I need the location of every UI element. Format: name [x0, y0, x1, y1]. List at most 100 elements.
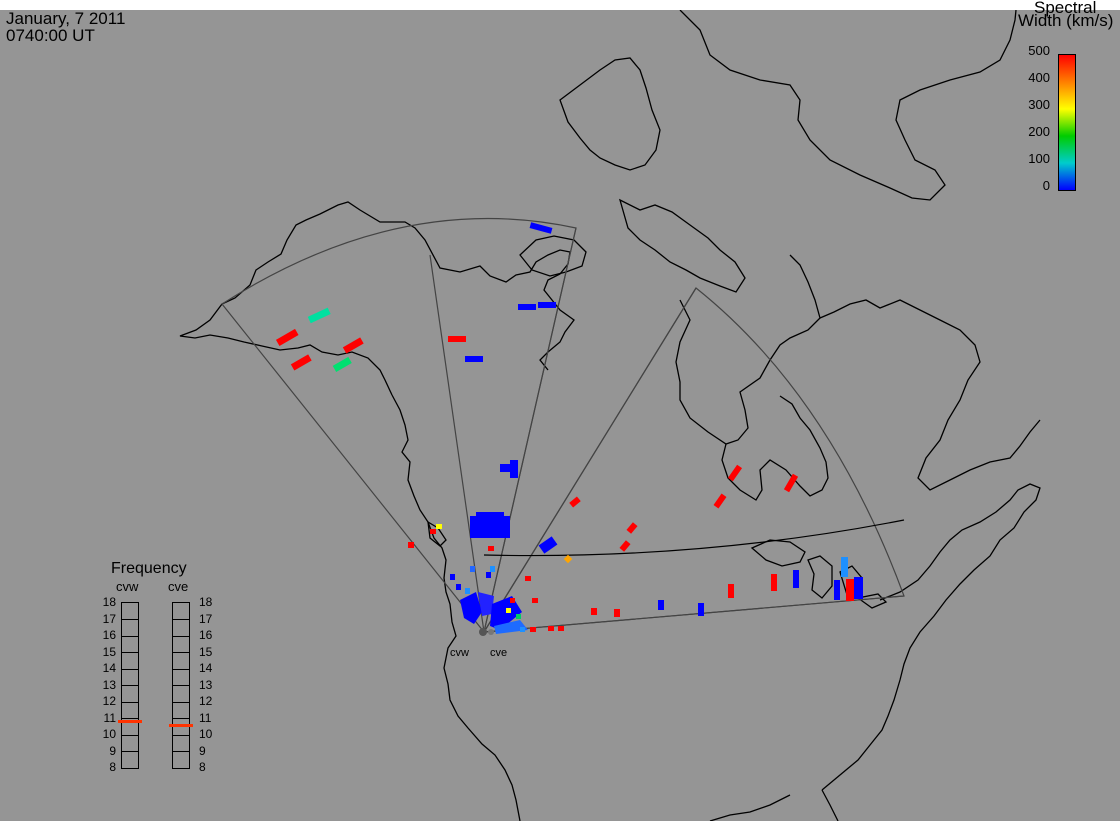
data-cell — [658, 600, 664, 610]
frequency-tick-label: 11 — [103, 710, 116, 725]
data-cell — [563, 554, 573, 564]
data-cell — [408, 542, 414, 548]
data-cell — [854, 577, 863, 599]
colorbar-tick: 0 — [1042, 178, 1050, 193]
data-cell — [783, 473, 799, 493]
hudson-bay-coast — [675, 254, 821, 445]
frequency-gridline — [173, 668, 189, 670]
frequency-tick-label: 8 — [199, 760, 206, 774]
frequency-gridline — [122, 668, 138, 670]
data-cell — [510, 598, 515, 603]
data-cell — [529, 222, 553, 234]
colorbar-tick: 500 — [1028, 43, 1050, 58]
data-cell — [430, 529, 436, 534]
site-label-east: cve — [490, 647, 508, 659]
data-cell — [532, 598, 538, 603]
cve-beam-right — [483, 595, 905, 633]
data-cell — [332, 356, 352, 372]
data-cell — [465, 588, 470, 594]
labrador-coast — [819, 299, 1041, 491]
frequency-tick-label: 9 — [199, 743, 206, 758]
date-label: January, 7 2011 — [6, 9, 126, 28]
victoria-island-coast — [519, 235, 587, 277]
colorbar-tick: 200 — [1028, 124, 1050, 139]
data-cell — [569, 496, 581, 508]
florida-gulf-coast — [709, 789, 839, 821]
great-lakes — [750, 539, 888, 609]
frequency-gridline — [122, 751, 138, 752]
frequency-gridline — [173, 751, 189, 752]
frequency-marker — [118, 720, 142, 724]
fan-east-inner — [494, 620, 528, 634]
data-cell — [614, 609, 620, 617]
map-plot — [0, 10, 1120, 821]
data-cell — [846, 579, 854, 601]
frequency-gridline — [122, 652, 138, 653]
frequency-gridline — [173, 635, 189, 637]
frequency-tick-label: 18 — [102, 595, 116, 609]
frequency-tick-label: 18 — [199, 595, 213, 609]
data-cell — [841, 557, 848, 577]
frequency-tick-label: 13 — [199, 677, 213, 692]
data-cell — [525, 576, 531, 581]
data-cell — [619, 540, 631, 552]
colorbar-title-line1: Spectral — [1034, 0, 1097, 17]
range-arc — [483, 519, 905, 557]
data-cell — [476, 512, 504, 522]
data-cell — [727, 464, 743, 482]
fov-outlines — [221, 217, 905, 634]
frequency-tick-label: 15 — [199, 644, 213, 659]
cve-fov — [482, 287, 905, 633]
data-cell — [728, 584, 734, 598]
frequency-tick-label: 12 — [199, 694, 213, 708]
frequency-gridline — [122, 701, 138, 703]
data-cell — [530, 627, 536, 632]
frequency-gridline — [122, 685, 138, 686]
alaska-coast — [221, 201, 575, 371]
james-bay-coast — [721, 395, 829, 501]
frequency-tick-label: 14 — [102, 661, 116, 675]
data-cell — [470, 566, 475, 572]
site-label-west: cvw — [450, 647, 469, 659]
colorbar-title-line2: Width (km/s) — [1018, 11, 1114, 30]
frequency-gridline — [122, 619, 138, 620]
frequency-tick-label: 12 — [102, 694, 116, 708]
frequency-gridline — [173, 734, 189, 736]
data-cell — [771, 574, 777, 591]
greenland-coast — [679, 10, 1017, 201]
frequency-tick-label: 10 — [102, 727, 116, 741]
time-label: 0740:00 UT — [6, 26, 95, 45]
east-coast — [821, 483, 1041, 791]
frequency-gridline — [173, 619, 189, 620]
data-cell — [520, 627, 525, 632]
frequency-tick-label: 10 — [199, 727, 213, 741]
cve-beam-left — [483, 287, 697, 633]
frequency-gridline — [173, 685, 189, 686]
data-cell — [538, 536, 558, 554]
frequency-tick-label: 11 — [199, 710, 212, 725]
data-cell — [538, 302, 556, 308]
ellesmere-coast — [559, 57, 661, 171]
colorbar-tick: 100 — [1028, 151, 1050, 166]
data-cell — [488, 546, 494, 551]
fan-west — [460, 592, 482, 624]
data-cell — [713, 493, 727, 509]
data-cell — [436, 524, 442, 529]
data-cell — [558, 626, 564, 631]
data-cell — [342, 337, 364, 354]
frequency-gridline — [173, 701, 189, 703]
frequency-tick-label: 9 — [109, 743, 116, 758]
frequency-gridline — [122, 635, 138, 637]
coastlines — [179, 10, 1041, 821]
bc-coast — [391, 394, 521, 821]
frequency-radar-east: cve — [168, 579, 189, 594]
data-cell — [307, 307, 331, 324]
frequency-title: Frequency — [111, 560, 187, 577]
radar-site-marker — [488, 629, 494, 635]
data-cell — [510, 460, 518, 478]
frequency-tick-label: 8 — [109, 760, 116, 774]
data-cell — [626, 522, 638, 534]
frequency-tick-label: 14 — [199, 661, 213, 675]
frequency-gridline — [122, 734, 138, 736]
